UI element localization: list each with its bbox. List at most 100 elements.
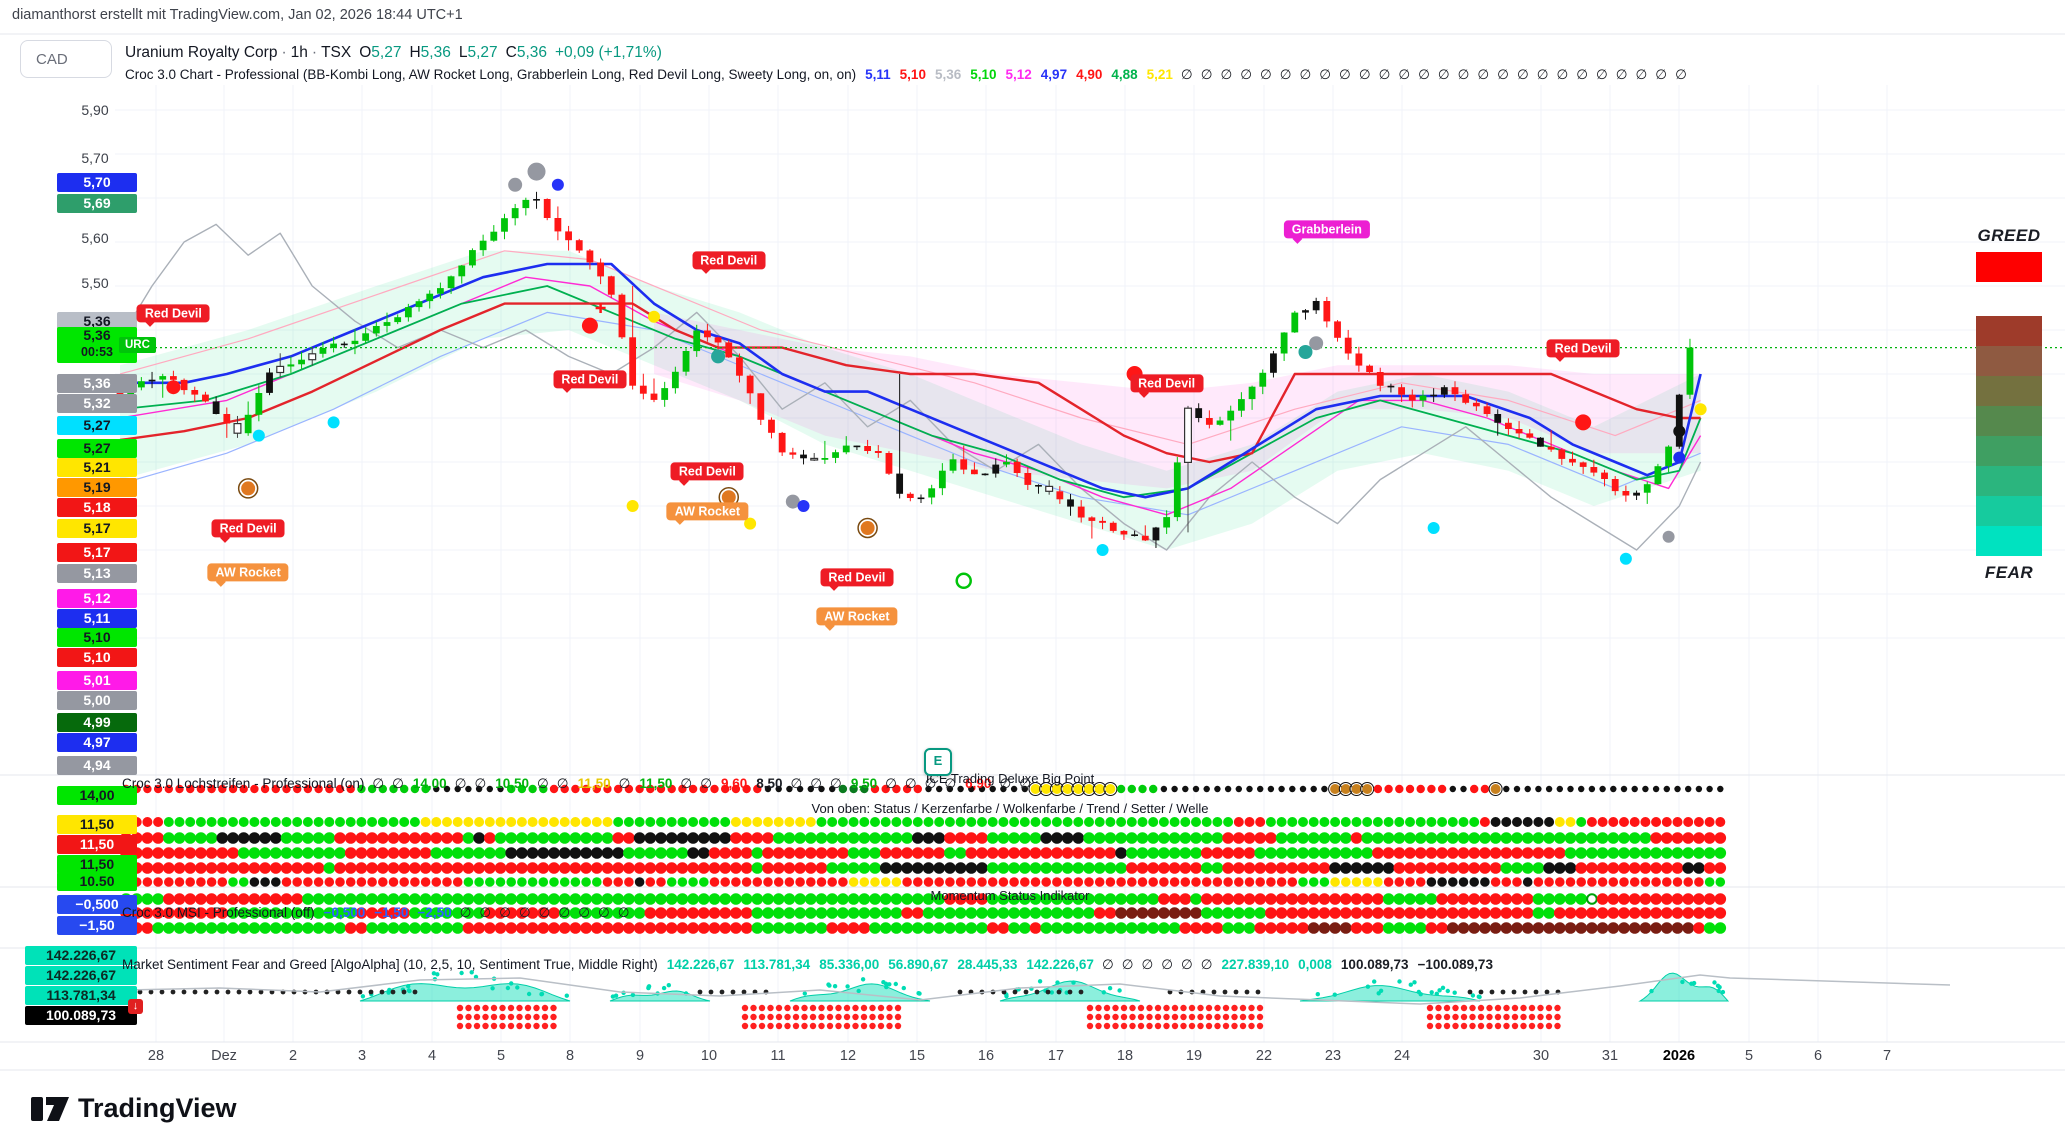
price-scale-label: 5,00 [57, 690, 137, 710]
time-tick: 17 [1047, 1048, 1065, 1064]
price-scale-label: 5,12 [57, 588, 137, 608]
msi-indicator-legend[interactable]: Croc 3.0 MSI - Professional (off) −0,500−… [122, 905, 629, 921]
price-scale-label: 5,36 [57, 311, 137, 331]
time-tick: 2026 [1662, 1048, 1696, 1064]
indicator-value: ∅ [1101, 957, 1114, 972]
indicator-value: 227.839,10 [1221, 957, 1290, 972]
time-tick: 9 [635, 1048, 645, 1064]
gradient-step [1976, 496, 2042, 526]
overlay-line [119, 302, 1701, 464]
indicator-value: ∅ [1141, 957, 1154, 972]
indicator-value: 14,00 [412, 776, 447, 791]
time-tick: 2 [288, 1048, 298, 1064]
indicator-value: −2,50 [417, 905, 452, 920]
tradingview-logo[interactable]: TradingView [28, 1088, 237, 1128]
main-indicator-legend[interactable]: Croc 3.0 Chart - Professional (BB-Kombi … [125, 67, 1687, 83]
indicator-value: 85.336,00 [819, 957, 880, 972]
indicator-value: 4,90 [1076, 67, 1103, 82]
greed-label: GREED [1977, 226, 2041, 245]
empty-value: ∅ [1556, 67, 1569, 82]
indicator-value: ∅ [454, 776, 467, 791]
indicator-value: 10,50 [495, 776, 530, 791]
time-tick: 4 [427, 1048, 437, 1064]
ice-indicator-legend[interactable]: Croc 3.0 Lochstreifen - Professional (on… [122, 776, 1031, 792]
empty-value: ∅ [1497, 67, 1509, 82]
price-scale-label: 10.50 [57, 871, 137, 891]
indicator-value: ∅ [885, 776, 897, 791]
currency-selector[interactable]: CAD [20, 40, 112, 78]
earnings-event-icon[interactable]: E [924, 748, 952, 776]
msi-values: −0,500 −1,50 −2,50 ∅ ∅ ∅ ∅ ∅ ∅ ∅ ∅ ∅ [315, 905, 630, 920]
ohlc-value: 5,36 [516, 44, 547, 61]
sentiment-title: Market Sentiment Fear and Greed [AlgoAlp… [122, 957, 658, 972]
empty-value: ∅ [1180, 67, 1193, 82]
empty-value: ∅ [1358, 67, 1371, 82]
gradient-step [1976, 466, 2042, 496]
indicator-value: 9,50 [850, 776, 878, 791]
time-tick: 6 [1813, 1048, 1823, 1064]
gradient-step [1976, 406, 2042, 436]
candlestick-series [116, 191, 1694, 549]
empty-value: ∅ [1339, 67, 1351, 82]
empty-value: ∅ [1457, 67, 1470, 82]
indicator-value: ∅ [944, 776, 957, 791]
indicator-value: ∅ [700, 776, 712, 791]
ohlc-value: 5,36 [420, 44, 451, 61]
empty-value: ∅ [1576, 67, 1588, 82]
sentiment-indicator-legend[interactable]: Market Sentiment Fear and Greed [AlgoAlp… [122, 957, 1493, 973]
indicator-value: ∅ [1161, 957, 1174, 972]
tradingview-logo-icon [31, 1097, 69, 1121]
indicator-value: 142.226,67 [666, 957, 735, 972]
signal-badge-aw-rocket: AW Rocket [666, 501, 749, 520]
creator-watermark: diamanthorst erstellt mit TradingView.co… [12, 7, 463, 23]
time-tick: 31 [1601, 1048, 1619, 1064]
indicator-value: 142.226,67 [1026, 957, 1094, 972]
indicator-value: −1,50 [374, 905, 409, 920]
indicator-value: ∅ [479, 905, 492, 920]
indicator-value: 4,88 [1111, 67, 1138, 82]
indicator-value: ∅ [904, 776, 917, 791]
signal-badge-red-devil: Red Devil [553, 369, 627, 388]
sentiment-plot [124, 970, 1951, 1030]
indicator-cloud [654, 312, 1701, 489]
price-scale-label: 11,50 [57, 814, 137, 834]
msi-title: Croc 3.0 MSI - Professional (off) [122, 905, 315, 920]
empty-value: ∅ [1398, 67, 1411, 82]
empty-value: ∅ [1516, 67, 1529, 82]
ohlc-values: O5,27 H5,36 L5,27 C5,36 [351, 44, 547, 61]
currency-label: CAD [36, 50, 68, 68]
empty-value: ∅ [1378, 67, 1391, 82]
indicator-value: 100.089,73 [1340, 957, 1409, 972]
indicator-value: ∅ [597, 905, 610, 920]
gradient-step [1976, 316, 2042, 346]
indicator-value: ∅ [1019, 776, 1031, 791]
indicator-value: ∅ [518, 905, 531, 920]
price-scale-label: 11,50 [57, 834, 137, 854]
msi-center-title: Momentum Status Indikator [930, 888, 1090, 903]
time-tick: 23 [1324, 1048, 1342, 1064]
empty-value: ∅ [1437, 67, 1450, 82]
indicator-value: ∅ [680, 776, 693, 791]
indicator-value: 11,50 [577, 776, 611, 791]
time-tick: 5 [1744, 1048, 1754, 1064]
time-tick: 7 [1882, 1048, 1892, 1064]
signal-badge-red-devil: Red Devil [136, 303, 210, 322]
empty-value: ∅ [1319, 67, 1332, 82]
symbol-info-row[interactable]: Uranium Royalty Corp · 1h · TSX O5,27 H5,36 L5,… [125, 44, 662, 62]
signal-badge-red-devil: Red Devil [211, 519, 285, 538]
indicator-value: ∅ [474, 776, 487, 791]
indicator-value: ∅ [830, 776, 842, 791]
time-tick: 10 [700, 1048, 718, 1064]
gradient-step [1976, 346, 2042, 376]
empty-value: ∅ [1655, 67, 1668, 82]
price-scale-label: 4,97 [57, 732, 137, 752]
overlay-line [119, 223, 1702, 551]
indicator-value: −100.089,73 [1417, 957, 1493, 972]
ice-center-title: ICE Trading Deluxe Big Point [925, 771, 1095, 786]
signal-badge-red-devil: Red Devil [820, 567, 894, 586]
indicator-value: ∅ [538, 905, 551, 920]
change-value: +0,09 (+1,71%) [555, 44, 662, 61]
price-scale-label: 5,69 [57, 193, 137, 213]
gradient-step [1976, 526, 2042, 556]
